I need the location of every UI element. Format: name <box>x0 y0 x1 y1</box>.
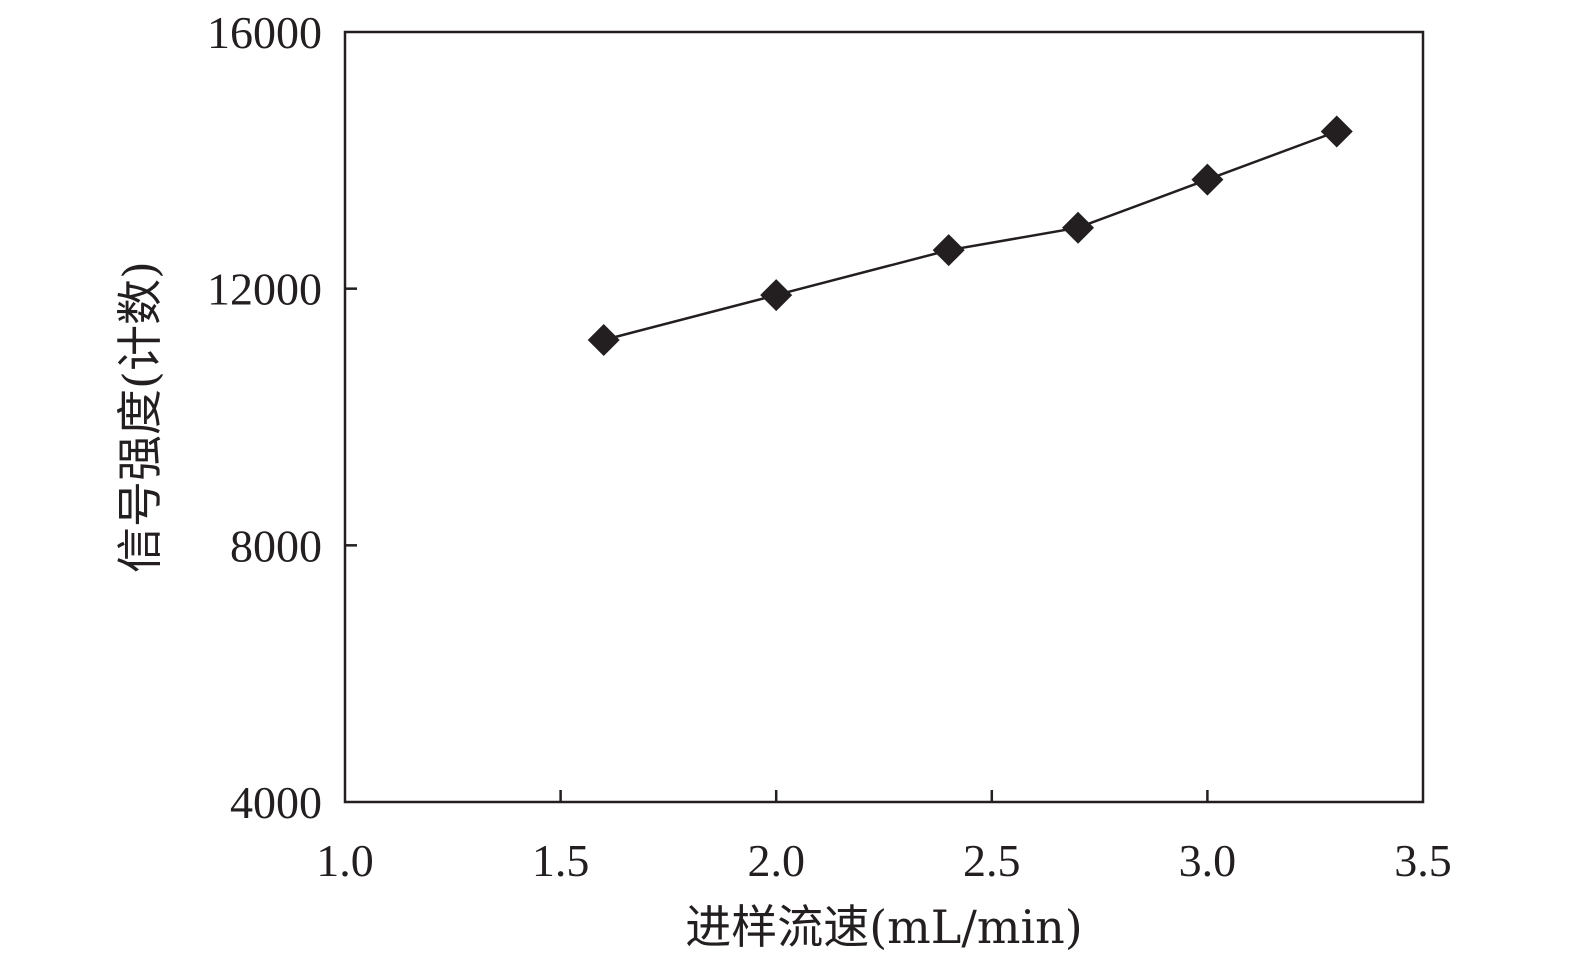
x-tick-label: 2.0 <box>747 835 805 886</box>
y-axis-ticks: 4000 8000 12000 16000 <box>207 7 357 828</box>
data-point <box>932 234 965 267</box>
series-group <box>587 115 1353 356</box>
data-point <box>1320 115 1353 148</box>
x-tick-label: 1.0 <box>316 835 374 886</box>
y-tick-label: 8000 <box>230 520 322 571</box>
x-axis-title: 进样流速(mL/min) <box>685 900 1083 954</box>
x-tick-label: 2.5 <box>963 835 1021 886</box>
plot-frame <box>343 30 1425 804</box>
data-point <box>587 324 620 356</box>
series-line <box>603 130 1338 342</box>
x-tick-label: 3.5 <box>1394 835 1452 886</box>
data-point <box>1191 163 1224 196</box>
data-point <box>1062 211 1095 244</box>
y-tick-label: 12000 <box>207 264 322 315</box>
y-tick-label: 16000 <box>207 7 322 58</box>
x-tick-label: 3.0 <box>1179 835 1237 886</box>
data-point <box>760 279 793 312</box>
x-axis-ticks: 1.0 1.5 2.0 2.5 3.0 3.5 <box>316 790 1452 886</box>
y-axis-title: 信号强度(计数) <box>113 261 167 573</box>
y-tick-label: 4000 <box>230 777 322 828</box>
x-tick-label: 1.5 <box>532 835 590 886</box>
